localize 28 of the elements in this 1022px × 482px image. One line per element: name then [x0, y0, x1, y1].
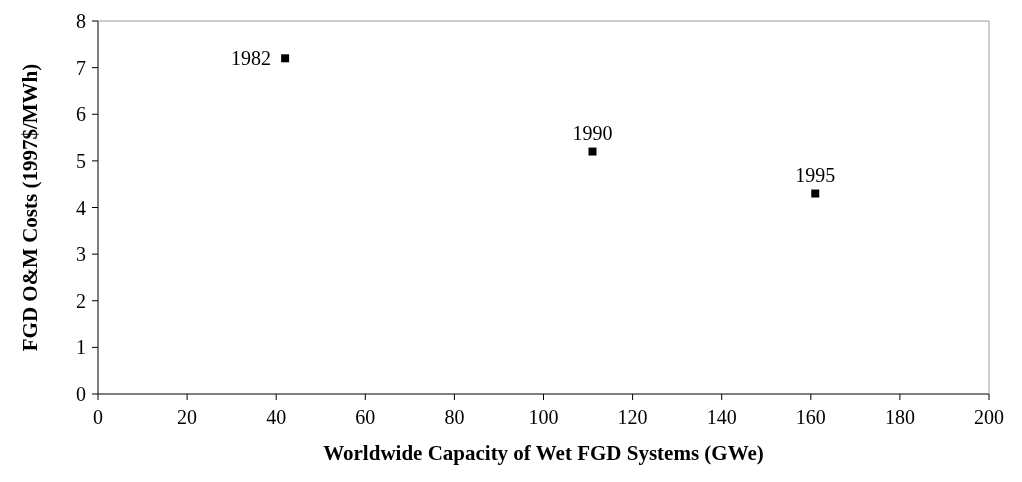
y-tick-label: 4: [76, 196, 86, 219]
y-tick-label: 8: [76, 10, 86, 33]
x-tick-label: 100: [528, 406, 559, 429]
annotation: 1982: [231, 47, 272, 70]
annotation: 1995: [795, 163, 836, 186]
x-tick-label: 60: [355, 406, 376, 429]
point: [811, 189, 820, 198]
x-tick-label: 0: [93, 406, 103, 429]
point: [588, 147, 597, 156]
x-tick-label: 20: [177, 406, 198, 429]
y-tick-label: 6: [76, 103, 86, 126]
y-axis-title: FGD O&M Costs (1997$/MWh): [18, 63, 43, 352]
x-axis-title: Worldwide Capacity of Wet FGD Systems (GWe): [323, 441, 764, 465]
x-tick-label: 180: [884, 406, 915, 429]
x-tick-label: 160: [795, 406, 826, 429]
y-tick-label: 3: [76, 243, 86, 266]
x-tick-label: 200: [974, 406, 1004, 429]
x-tick-label: 80: [444, 406, 465, 429]
y-tick-label: 7: [76, 56, 86, 79]
y-tick-label: 1: [76, 336, 86, 359]
point: [281, 54, 290, 63]
y-tick-label: 2: [76, 289, 86, 312]
x-tick-label: 120: [617, 406, 648, 429]
y-tick-label: 0: [76, 383, 86, 406]
annotation: 1990: [572, 121, 613, 144]
x-tick-label: 40: [266, 406, 287, 429]
x-tick-label: 140: [706, 406, 737, 429]
y-tick-label: 5: [76, 149, 86, 172]
